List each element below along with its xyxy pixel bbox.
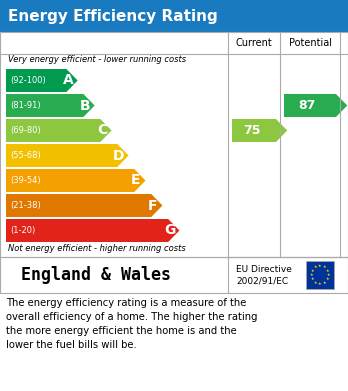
Bar <box>306 261 334 289</box>
Text: Potential: Potential <box>288 38 332 48</box>
Text: (39-54): (39-54) <box>10 176 41 185</box>
Text: A: A <box>63 74 73 88</box>
Polygon shape <box>6 119 112 142</box>
Text: The energy efficiency rating is a measure of the
overall efficiency of a home. T: The energy efficiency rating is a measur… <box>6 298 258 350</box>
Polygon shape <box>6 194 163 217</box>
Text: (55-68): (55-68) <box>10 151 41 160</box>
Text: (69-80): (69-80) <box>10 126 41 135</box>
Text: EU Directive
2002/91/EC: EU Directive 2002/91/EC <box>236 265 292 285</box>
Bar <box>0 257 348 293</box>
Text: ★: ★ <box>318 282 322 286</box>
Text: ★: ★ <box>309 273 313 277</box>
Text: G: G <box>164 224 175 237</box>
Bar <box>0 32 348 257</box>
Text: ★: ★ <box>314 281 317 285</box>
Polygon shape <box>232 119 287 142</box>
Text: ★: ★ <box>326 278 330 282</box>
Text: ★: ★ <box>310 278 314 282</box>
Polygon shape <box>6 69 78 92</box>
Text: ★: ★ <box>323 265 326 269</box>
Text: Current: Current <box>236 38 272 48</box>
Text: (21-38): (21-38) <box>10 201 41 210</box>
Text: B: B <box>80 99 90 113</box>
Text: (92-100): (92-100) <box>10 76 46 85</box>
Text: (1-20): (1-20) <box>10 226 35 235</box>
Text: ★: ★ <box>314 265 317 269</box>
Text: ★: ★ <box>327 273 331 277</box>
Text: ★: ★ <box>310 269 314 273</box>
Text: ★: ★ <box>318 264 322 268</box>
Text: England & Wales: England & Wales <box>21 266 171 284</box>
Bar <box>0 0 348 32</box>
Text: 75: 75 <box>243 124 261 137</box>
Text: ★: ★ <box>326 269 330 273</box>
Text: 87: 87 <box>299 99 316 112</box>
Polygon shape <box>6 94 95 117</box>
Polygon shape <box>6 219 180 242</box>
Text: E: E <box>131 174 141 188</box>
Text: D: D <box>113 149 125 163</box>
Text: (81-91): (81-91) <box>10 101 41 110</box>
Text: Energy Efficiency Rating: Energy Efficiency Rating <box>8 9 218 23</box>
Polygon shape <box>6 169 145 192</box>
Polygon shape <box>6 144 128 167</box>
Text: ★: ★ <box>323 281 326 285</box>
Text: F: F <box>148 199 158 212</box>
Text: Very energy efficient - lower running costs: Very energy efficient - lower running co… <box>8 55 186 64</box>
Text: C: C <box>97 124 107 138</box>
Polygon shape <box>284 94 347 117</box>
Text: Not energy efficient - higher running costs: Not energy efficient - higher running co… <box>8 244 186 253</box>
